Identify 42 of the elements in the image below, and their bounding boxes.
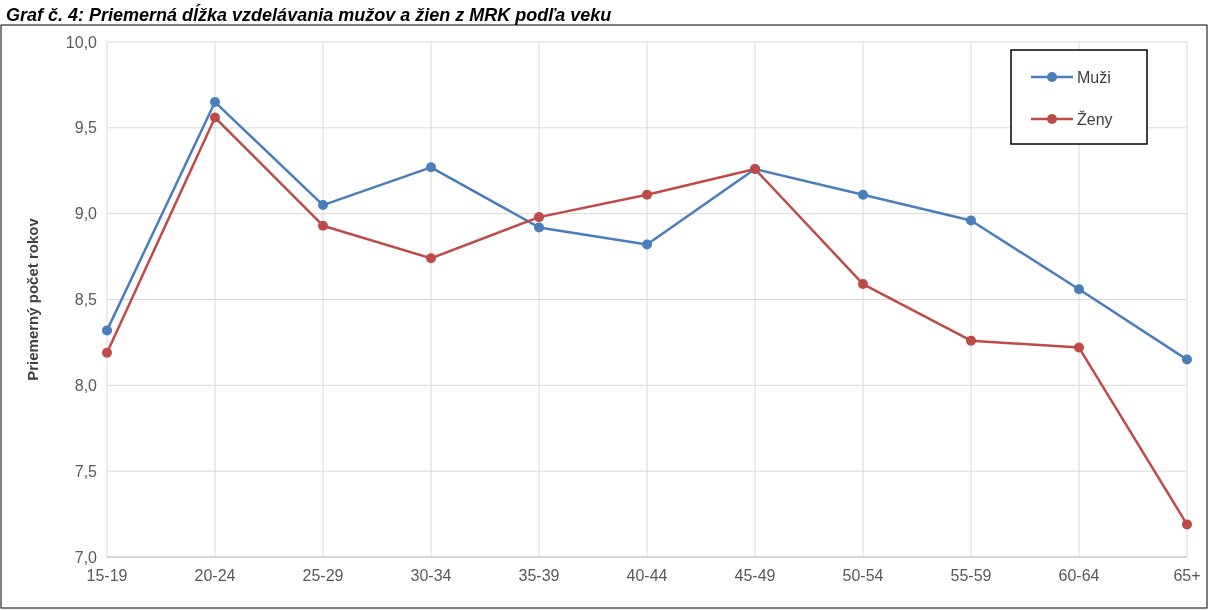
legend-label: Muži bbox=[1077, 68, 1111, 86]
point bbox=[966, 215, 976, 226]
x-tick-label: 15-19 bbox=[86, 567, 128, 584]
x-tick-label: 30-34 bbox=[410, 567, 452, 584]
point bbox=[210, 112, 220, 123]
y-tick-label: 8,0 bbox=[74, 376, 98, 394]
point bbox=[102, 347, 112, 358]
y-tick-label: 9,0 bbox=[74, 205, 98, 223]
point bbox=[534, 222, 544, 233]
point bbox=[642, 239, 652, 250]
y-tick-label: 7,5 bbox=[74, 462, 98, 480]
x-tick-label: 50-54 bbox=[842, 567, 884, 584]
point bbox=[534, 212, 544, 223]
point bbox=[426, 162, 436, 173]
point bbox=[426, 253, 436, 264]
point bbox=[642, 189, 652, 200]
x-tick-label: 65+ bbox=[1173, 567, 1201, 584]
point bbox=[102, 325, 112, 336]
x-tick-label: 60-64 bbox=[1058, 567, 1100, 584]
x-tick-label: 25-29 bbox=[302, 567, 344, 584]
y-axis-title: Priemerný počet rokov bbox=[24, 217, 41, 381]
y-tick-label: 8,5 bbox=[74, 291, 98, 309]
point bbox=[858, 279, 868, 290]
y-tick-label: 9,5 bbox=[74, 119, 98, 137]
point bbox=[210, 97, 220, 108]
point bbox=[1074, 284, 1084, 295]
x-tick-label: 20-24 bbox=[194, 567, 236, 584]
y-tick-label: 7,0 bbox=[74, 548, 98, 566]
y-tick-label: 10,0 bbox=[65, 33, 98, 51]
point bbox=[1182, 354, 1192, 365]
x-tick-label: 55-59 bbox=[950, 567, 992, 584]
chart-title: Graf č. 4: Priemerná dĺžka vzdelávania mužov a žien z MRK podľa veku bbox=[6, 4, 612, 25]
x-tick-label: 45-49 bbox=[734, 567, 776, 584]
point bbox=[966, 335, 976, 346]
point bbox=[1182, 519, 1192, 530]
legend-label: Ženy bbox=[1077, 109, 1113, 128]
x-tick-label: 35-39 bbox=[518, 567, 560, 584]
x-tick-label: 40-44 bbox=[626, 567, 668, 584]
point bbox=[858, 189, 868, 200]
point bbox=[318, 220, 328, 231]
point bbox=[1074, 342, 1084, 353]
point bbox=[318, 200, 328, 211]
